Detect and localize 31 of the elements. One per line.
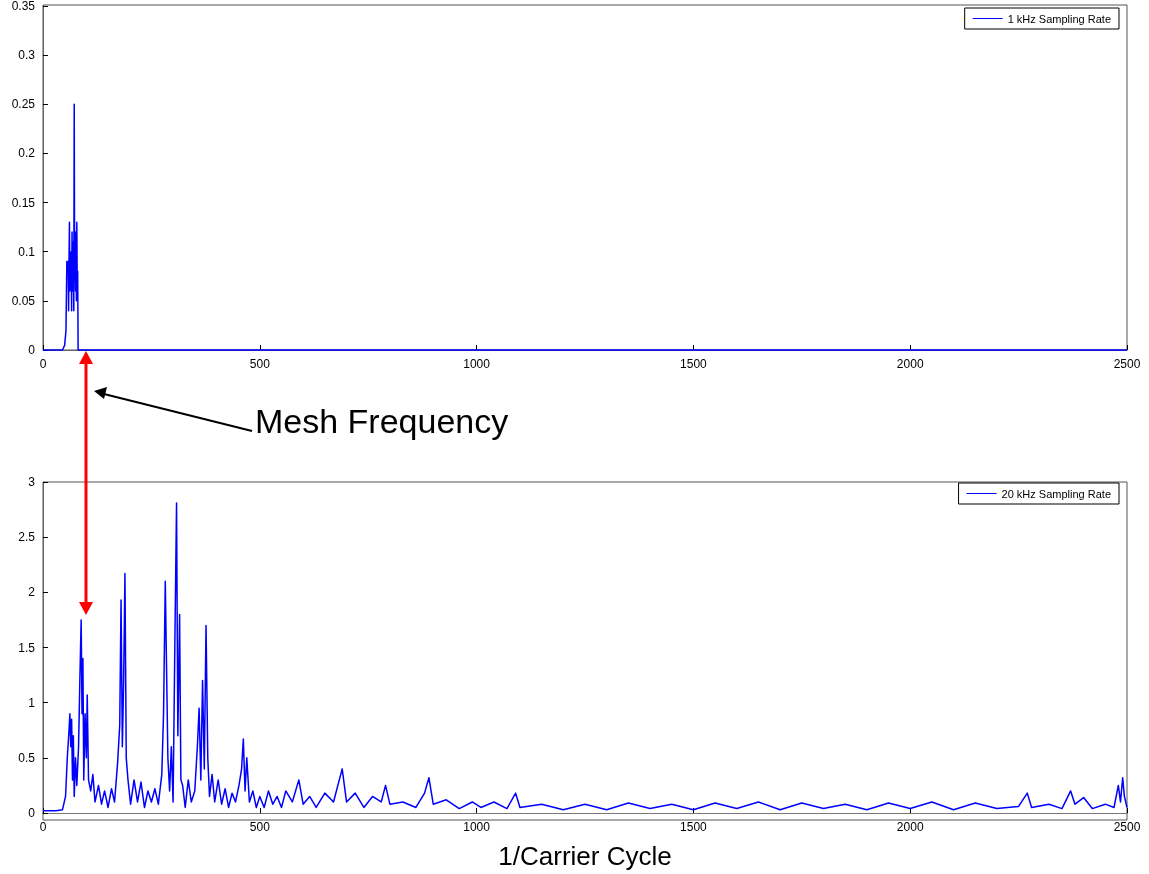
y-tick-label: 0.35 bbox=[11, 0, 36, 13]
x-tick-label: 0 bbox=[39, 357, 47, 371]
x-tick-label: 2500 bbox=[1113, 357, 1141, 371]
x-tick-label: 1500 bbox=[680, 357, 708, 371]
y-tick-label: 3 bbox=[28, 475, 36, 489]
x-tick-label: 0 bbox=[39, 820, 47, 834]
y-tick-label: 0 bbox=[28, 343, 36, 357]
y-tick-label: 0.1 bbox=[18, 244, 36, 259]
y-tick-label: 0.2 bbox=[18, 146, 36, 161]
y-tick-label: 1.5 bbox=[18, 640, 36, 655]
x-tick-label: 1500 bbox=[680, 820, 708, 834]
y-tick-label: 0.25 bbox=[11, 97, 36, 112]
legend-label: 1 kHz Sampling Rate bbox=[1007, 12, 1111, 25]
y-tick-label: 0.3 bbox=[18, 48, 36, 63]
y-tick-label: 1 bbox=[28, 695, 36, 710]
x-axis-title: 1/Carrier Cycle bbox=[498, 841, 672, 871]
x-tick-label: 2000 bbox=[896, 820, 924, 834]
y-tick-label: 2 bbox=[28, 585, 36, 600]
text: Mesh Frequency bbox=[255, 402, 509, 441]
y-tick-label: 2.5 bbox=[18, 530, 36, 545]
y-tick-label: 0 bbox=[28, 806, 36, 820]
legend-label: 20 kHz Sampling Rate bbox=[1001, 487, 1112, 500]
x-tick-label: 1000 bbox=[463, 357, 491, 371]
y-tick-label: 0.15 bbox=[11, 195, 36, 210]
y-tick-label: 0.5 bbox=[18, 750, 36, 765]
x-tick-label: 2000 bbox=[896, 357, 924, 371]
x-tick-label: 1000 bbox=[463, 820, 491, 834]
x-tick-label: 500 bbox=[249, 820, 271, 834]
x-tick-label: 2500 bbox=[1113, 820, 1141, 834]
x-tick-label: 500 bbox=[249, 357, 271, 371]
y-tick-label: 0.05 bbox=[11, 293, 36, 308]
